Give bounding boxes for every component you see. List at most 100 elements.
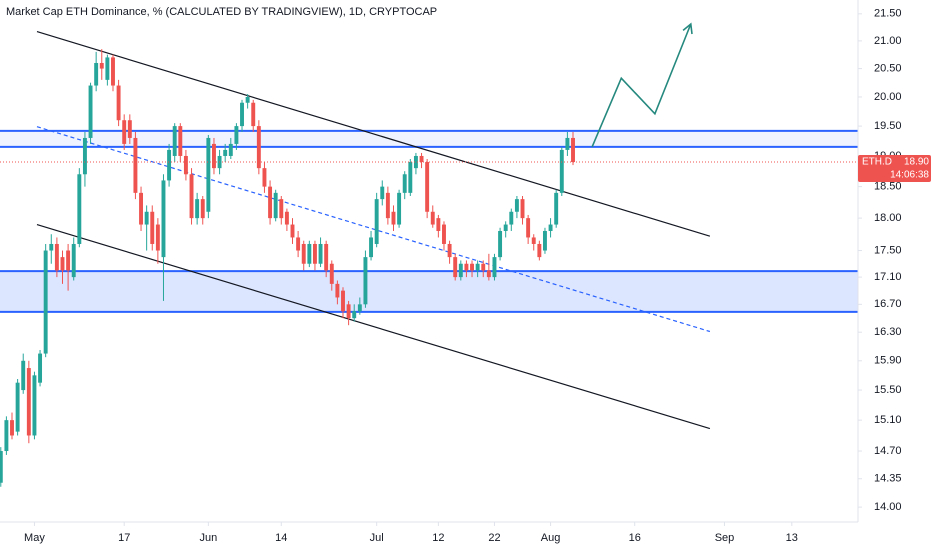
candle-body [71,243,76,278]
candle-body [88,85,93,138]
candle-body [4,420,9,452]
candle-body [111,57,115,86]
zone [0,271,858,312]
candle-body [183,155,188,175]
candle-body [94,62,99,86]
y-tick-label: 21.50 [874,8,902,20]
candle-body [408,162,413,193]
candle-body [352,311,357,319]
candle-body [402,174,407,193]
candle-body [26,368,31,436]
candle-body [0,451,3,483]
x-tick-label: Jun [199,532,217,544]
candle-body [172,126,177,156]
candle-body [178,126,183,156]
y-tick-label: 15.50 [874,384,902,396]
candle-body [268,186,273,219]
y-tick-label: 14.35 [874,473,902,485]
candle-body [458,263,463,278]
candle-body [470,263,474,271]
candle-body [369,237,374,258]
y-tick-label: 17.10 [874,271,902,283]
candle-body [206,137,211,212]
candle-body [99,62,104,69]
candle-body [296,237,301,251]
candle-body [38,353,43,383]
candle-body [77,174,82,244]
candle-body [329,263,334,284]
candle-body [116,85,121,121]
last-price-countdown: 14:06:38 [890,170,929,181]
candle-body [66,250,71,271]
candle-body [481,263,486,271]
candle-body [161,180,166,258]
chart-title: Market Cap ETH Dominance, % (CALCULATED … [6,6,437,18]
candle-body [82,137,87,175]
candle-body [542,230,547,251]
candle-body [312,243,317,264]
candle-body [385,192,390,219]
candle-body [571,137,575,163]
candle-body [565,137,570,150]
candle-body [49,243,54,251]
trendline [36,126,711,333]
y-tick-label: 21.00 [874,35,902,47]
zones-layer [0,129,858,313]
candle-body [397,192,402,225]
y-tick-label: 16.70 [874,298,902,310]
candle-body [223,149,228,156]
y-tick-label: 16.30 [874,326,902,338]
x-tick-label: 22 [488,532,500,544]
zone [0,130,858,147]
x-tick-label: 17 [118,532,130,544]
projection-arrow [591,23,692,148]
candle-body [10,420,14,436]
x-tick-label: Sep [715,532,735,544]
candle-body [341,290,345,312]
candle-body [380,186,385,200]
trendline [36,223,711,430]
candle-body [324,243,329,271]
candle-body [144,211,149,225]
y-tick-label: 15.10 [874,414,902,426]
last-price-box [858,155,931,183]
candle-body [425,162,430,212]
candle-body [245,96,250,103]
candle-body [256,126,261,169]
candle-body [240,102,244,127]
x-tick-label: 13 [786,532,798,544]
y-tick-label: 18.50 [874,181,902,193]
candle-body [307,243,312,264]
candle-body [32,375,37,436]
y-tick-label: 20.50 [874,62,902,74]
candle-body [436,218,441,231]
candle-body [133,137,138,193]
candle-body [413,155,418,169]
candle-body [498,230,503,258]
y-tick-label: 17.50 [874,244,902,256]
x-tick-label: May [24,532,45,544]
candle-body [279,199,284,219]
candle-body [290,224,295,238]
trendline [36,31,711,237]
candle-body [60,257,65,271]
x-tick-label: Jul [370,532,384,544]
candle-body [526,218,531,238]
price-label-layer: ETH.D 18.90 14:06:38 [0,155,931,183]
candle-body [357,304,362,312]
candle-body [492,257,497,278]
candle-body [346,304,351,319]
candle-body [509,211,514,225]
candle-body [127,120,132,138]
candle-body [150,211,155,244]
candle-body [520,199,525,219]
candle-body [503,224,508,231]
candle-body [464,263,469,271]
candles-layer [0,49,575,487]
candle-body [548,224,553,231]
candle-body [335,283,340,298]
x-tick-label: 14 [275,532,287,544]
candle-body [486,270,491,278]
candle-body [139,192,143,225]
candle-body [228,143,233,156]
